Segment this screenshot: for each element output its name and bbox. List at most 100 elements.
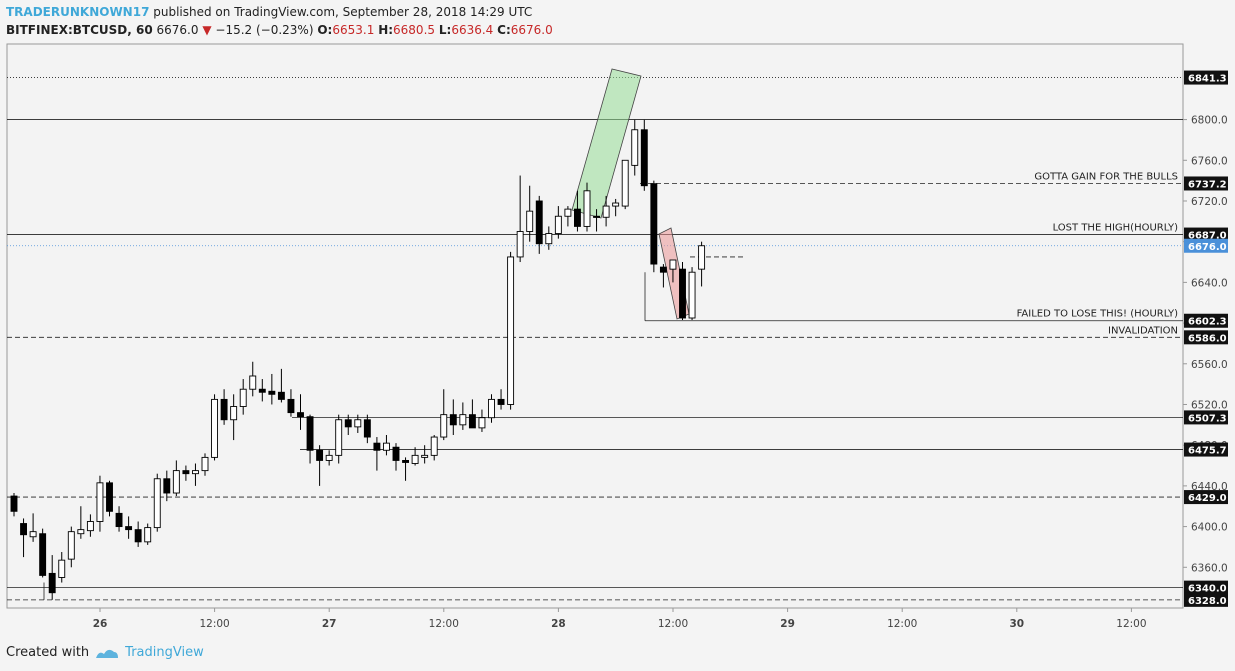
close-value: 6676.0 — [510, 23, 553, 37]
candle-up — [583, 190, 591, 227]
tradingview-logo-icon — [96, 649, 119, 658]
candle-up — [478, 417, 486, 429]
candle-up — [230, 406, 238, 421]
candle-up — [631, 129, 639, 166]
author-name[interactable]: TRADERUNKNOWN17 — [6, 5, 150, 19]
price-label: 6507.3 — [1188, 413, 1227, 424]
candle-up — [335, 419, 343, 456]
candle-up — [612, 202, 620, 207]
y-tick-label: 6760.0 — [1191, 155, 1228, 167]
price-label: 6586.0 — [1188, 333, 1227, 344]
x-tick-label: 30 — [1009, 618, 1024, 630]
candle-up — [459, 414, 467, 426]
candle-down — [363, 419, 371, 438]
candle-up — [239, 388, 247, 407]
candle-down — [10, 495, 18, 512]
price-label: 6676.0 — [1188, 242, 1227, 253]
candle-down — [535, 200, 543, 245]
chart-header: TRADERUNKNOWN17 published on TradingView… — [6, 3, 553, 39]
candle-up — [411, 454, 419, 464]
candle-down — [306, 416, 314, 451]
candle-up — [58, 559, 66, 578]
high-label: H: — [378, 23, 394, 37]
price-label-box — [1184, 580, 1228, 595]
level-note: LOST THE HIGH(HOURLY) — [1053, 223, 1178, 234]
price-label: 6429.0 — [1188, 493, 1227, 504]
candle-up — [669, 259, 677, 270]
price-label-box — [1184, 70, 1228, 85]
price-label: 6475.7 — [1188, 446, 1227, 457]
candle-up — [201, 456, 209, 472]
candle-down — [497, 398, 505, 405]
candle-down — [287, 398, 295, 414]
bull-channel-box — [571, 68, 642, 219]
candle-down — [650, 183, 658, 265]
candle-up — [554, 215, 562, 234]
price-label-box — [1184, 490, 1228, 505]
candle-down — [402, 459, 409, 463]
candle-up — [602, 205, 610, 218]
ohlc-line: BITFINEX:BTCUSD, 60 6676.0 ▼ −15.2 (−0.2… — [6, 21, 553, 39]
candle-up — [564, 208, 572, 217]
candle-down — [659, 266, 667, 273]
candle-down — [344, 419, 352, 428]
candle-down — [220, 398, 228, 421]
x-tick-label: 12:00 — [658, 618, 688, 630]
candles-layer — [10, 119, 706, 600]
candle-down — [106, 482, 113, 512]
publish-line: TRADERUNKNOWN17 published on TradingView… — [6, 3, 553, 21]
candle-up — [621, 159, 629, 207]
tradingview-link[interactable]: TradingView — [125, 645, 204, 660]
created-with-text: Created with — [6, 645, 90, 660]
x-tick-label: 27 — [322, 618, 337, 630]
price-label-box — [1184, 330, 1228, 345]
candle-up — [77, 529, 85, 535]
candle-down — [134, 529, 142, 543]
x-tick-label: 12:00 — [887, 618, 917, 630]
level-note: FAILED TO LOSE THIS! (HOURLY) — [1017, 309, 1179, 320]
candle-up — [86, 521, 94, 532]
candle-up — [29, 531, 37, 538]
candle-down — [125, 526, 133, 531]
price-label: 6340.0 — [1188, 584, 1227, 595]
candle-up — [507, 256, 515, 405]
candle-up — [688, 271, 696, 319]
price-label-box — [1184, 592, 1228, 607]
level-note: INVALIDATION — [1108, 325, 1178, 336]
price-label: 6602.3 — [1188, 317, 1227, 328]
open-value: 6653.1 — [332, 23, 375, 37]
candle-down — [316, 449, 324, 461]
price-label-box — [1184, 442, 1228, 457]
candle-down — [48, 572, 56, 594]
candle-down — [449, 414, 457, 426]
x-tick-label: 12:00 — [1116, 618, 1146, 630]
candle-up — [698, 245, 706, 270]
candle-down — [115, 512, 123, 528]
candle-up — [526, 210, 534, 232]
price-label: 6737.2 — [1188, 179, 1227, 190]
price-label: 6687.0 — [1188, 231, 1227, 242]
levels-layer: GOTTA GAIN FOR THE BULLS LOST THE HIGH(HO… — [7, 77, 1183, 601]
y-tick-label: 6800.0 — [1191, 115, 1228, 127]
published-text: published on TradingView.com, September … — [153, 5, 533, 19]
price-label-box — [1184, 313, 1228, 328]
change-value: −15.2 (−0.23%) — [215, 23, 314, 37]
y-tick-label: 6400.0 — [1191, 522, 1228, 534]
candle-up — [191, 470, 199, 475]
close-label: C: — [497, 23, 511, 37]
candle-up — [545, 233, 553, 245]
candle-up — [354, 419, 362, 428]
low-value: 6636.4 — [451, 23, 494, 37]
y-tick-label: 6640.0 — [1191, 277, 1228, 289]
x-tick-label: 29 — [780, 618, 795, 630]
candle-down — [268, 390, 276, 395]
candle-down — [20, 523, 27, 536]
candle-down — [297, 412, 304, 418]
candle-up — [249, 375, 257, 390]
candle-down — [373, 442, 381, 451]
candle-up — [440, 414, 448, 438]
y-tick-label: 6440.0 — [1191, 481, 1228, 493]
candle-down — [258, 388, 266, 393]
footer: Created with TradingView — [6, 645, 204, 660]
